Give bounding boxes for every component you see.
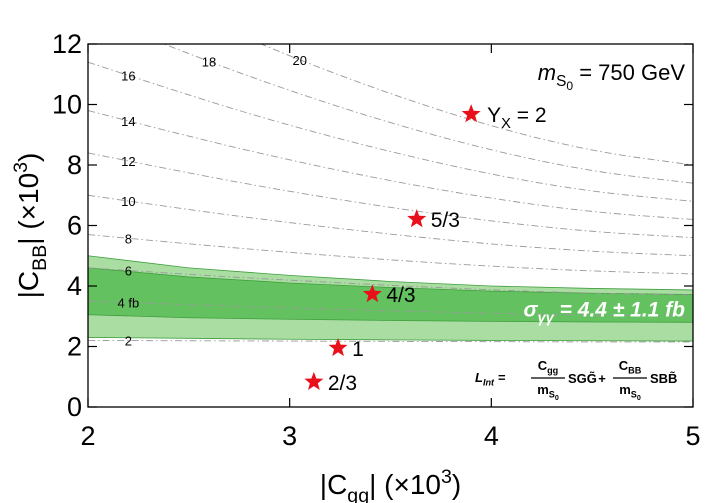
formula-lhs-part: = [494,370,506,385]
contour-label: 12 [121,154,135,169]
formula-lhs-part: L [475,370,483,385]
point-label-part: Y [487,104,501,127]
plot-frame [87,43,694,408]
y-axis-label-part: BB [29,245,51,271]
contour-label: 6 [125,264,132,279]
formula-denominator-part: m [619,382,631,397]
mass-label-part: = 750 GeV [573,60,685,85]
band-edge [88,267,693,295]
contour-line [88,61,693,202]
y-tick-label: 8 [67,150,82,180]
x-axis-label-part: ) [452,469,461,500]
y-axis-label-part: |C [13,271,44,299]
formula-numerator: CBB [619,358,642,376]
star-point [362,284,382,303]
x-tick-label: 3 [282,421,297,451]
contour-label: 18 [202,55,216,70]
formula-denominator: mS0 [619,382,641,402]
formula-term: SBB̃ [650,371,677,386]
contour-label: 14 [121,114,135,129]
point-label-part: = [511,104,535,127]
y-tick-label: 6 [67,211,82,241]
y-tick-label: 12 [52,29,82,59]
formula-denominator-part: m [537,382,549,397]
x-axis-label: |Cgg| (×103) [320,466,461,503]
mass-label-part: 0 [566,79,573,93]
formula-lhs-part: Int [483,378,495,388]
formula-denominator-part: 0 [637,394,641,402]
y-tick-label: 10 [52,90,82,120]
contour-label: 2 [125,334,132,349]
x-tick-label: 2 [80,421,95,451]
point-label: 1 [352,338,364,361]
formula-lhs: LInt = [475,370,506,388]
contour-line [88,194,693,257]
contour-line [88,152,693,239]
y-tick-label: 0 [67,392,82,422]
formula-plus: + [598,371,606,386]
x-axis-label-part: |C [320,469,348,500]
contour-line [88,267,693,296]
inner-band [88,267,693,323]
y-axis-label-part: ) [13,153,44,162]
band-edge [88,255,693,291]
formula-numerator-part: gg [547,366,558,376]
formula-denominator-part: S [549,390,555,400]
star-point [304,371,324,390]
mass-label: mS0 = 750 GeV [538,60,686,93]
formula-numerator-part: C [619,358,629,373]
x-axis-label-part: 3 [441,466,452,488]
band-edge [88,314,693,323]
y-axis-label-part: | (×10 [13,173,44,245]
formula-denominator: mS0 [537,382,559,402]
band-edge [88,337,693,342]
formula-numerator: Cgg [538,358,559,376]
contour-label: 8 [125,231,132,246]
contour-line [88,300,693,317]
contour-label: 4 fb [117,296,139,311]
x-axis-label-part: | (×10 [369,469,441,500]
contour-label: 20 [293,53,307,68]
star-point [328,338,348,357]
plot-layer [88,44,693,343]
star-point [407,209,427,228]
mass-label-part: m [538,60,556,85]
point-label: 5/3 [431,209,460,232]
band-label: σγγ = 4.4 ± 1.1 fb [524,298,686,326]
band-label-part: = 4.4 ± 1.1 fb [554,298,685,321]
band-label-part: σ [524,298,539,321]
point-label: YX = 2 [487,104,546,132]
x-axis-label-part: gg [347,485,369,503]
contour-line [88,110,693,220]
point-label: 4/3 [386,284,415,307]
point-label-part: X [501,116,511,132]
y-tick-label: 2 [67,332,82,362]
contour-label: 10 [121,194,135,209]
formula-denominator-part: 0 [555,394,559,402]
formula-denominator-part: S [631,390,637,400]
point-label-part: 2 [535,104,547,127]
star-point [461,104,481,123]
y-tick-label: 4 [67,271,82,301]
contour-line [88,234,693,275]
formula-term: SGG̃ [568,371,597,386]
contour-line [88,340,693,343]
point-label: 2/3 [328,372,357,395]
y-axis-label: |CBB| (×103) [10,153,51,299]
x-tick-label: 4 [484,421,499,451]
contour-label: 16 [121,68,135,83]
contour-line [162,44,693,184]
y-axis-label-part: 3 [10,162,32,173]
x-tick-label: 5 [685,421,700,451]
formula-numerator-part: BB [628,366,642,376]
contour-line [259,44,693,166]
band-label-part: γγ [537,310,554,326]
formula-numerator-part: C [538,358,548,373]
mass-label-part: S [556,73,566,90]
